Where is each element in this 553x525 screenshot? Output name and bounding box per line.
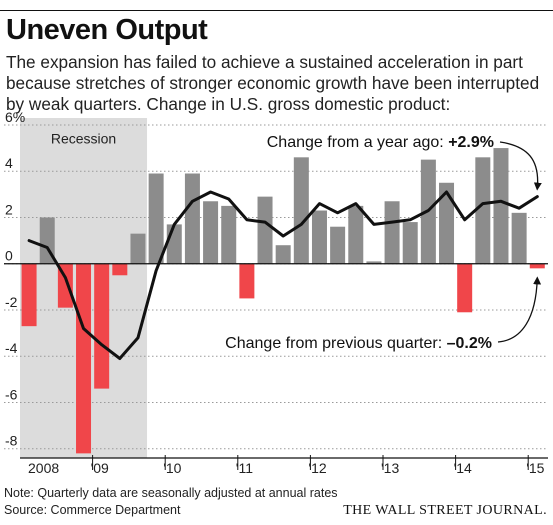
bar [384, 201, 400, 264]
y-tick-label: 6% [5, 109, 25, 125]
bar [112, 263, 128, 276]
annotation-year-ago-arrow [499, 141, 542, 191]
y-tick-label: -2 [5, 294, 18, 310]
bar [130, 233, 146, 264]
bar [348, 205, 364, 264]
bar [366, 261, 382, 264]
annotation-quarter: Change from previous quarter: –0.2% [225, 335, 492, 352]
x-tick-label: 2008 [28, 460, 59, 476]
bar [330, 226, 346, 264]
x-tick-label: '12 [308, 460, 326, 476]
bar [221, 205, 237, 264]
bar [184, 173, 200, 264]
chart-note: Note: Quarterly data are seasonally adju… [4, 486, 338, 500]
x-tick-label: '11 [236, 460, 253, 476]
bar [203, 201, 219, 264]
bar [21, 263, 37, 327]
x-tick-label: '10 [163, 460, 181, 476]
bar [239, 263, 255, 299]
bar [311, 210, 327, 264]
y-tick-label: -4 [5, 340, 18, 356]
bar [257, 196, 273, 264]
chart-subtitle: The expansion has failed to achieve a su… [6, 52, 540, 114]
y-tick-label: -6 [5, 386, 18, 402]
top-rule [0, 10, 553, 11]
bar [293, 157, 309, 264]
annotation-quarter-value: –0.2% [447, 335, 492, 352]
publisher-logo: THE WALL STREET JOURNAL. [343, 503, 547, 518]
bar [402, 222, 418, 264]
bar [148, 173, 164, 264]
y-tick-label: 4 [5, 155, 13, 171]
annotation-year-ago: Change from a year ago: +2.9% [267, 134, 494, 151]
bar [275, 245, 291, 264]
bar [76, 263, 92, 454]
y-tick-label: 0 [5, 248, 13, 264]
annotation-year-ago-text: Change from a year ago: [267, 134, 448, 151]
y-tick-label: -8 [5, 433, 18, 449]
year-over-year-line [27, 190, 539, 360]
bar [439, 182, 455, 264]
bar [166, 224, 182, 264]
x-tick-label: '13 [381, 460, 399, 476]
x-tick-label: '09 [91, 460, 109, 476]
chart-source: Source: Commerce Department [4, 503, 181, 517]
annotation-quarter-text: Change from previous quarter: [225, 335, 446, 352]
y-tick-label: 2 [5, 201, 13, 217]
bar [94, 263, 110, 389]
bar [457, 263, 473, 313]
bar [511, 212, 527, 264]
recession-label: Recession [51, 130, 116, 146]
chart-title: Uneven Output [6, 14, 208, 46]
bar [475, 157, 491, 264]
bar [493, 148, 509, 264]
x-tick-label: '14 [454, 460, 472, 476]
annotation-year-ago-value: +2.9% [448, 134, 494, 151]
x-tick-label: '15 [526, 460, 544, 476]
bar [529, 263, 545, 269]
annotation-quarter-arrow [497, 276, 542, 343]
bar [57, 263, 73, 308]
